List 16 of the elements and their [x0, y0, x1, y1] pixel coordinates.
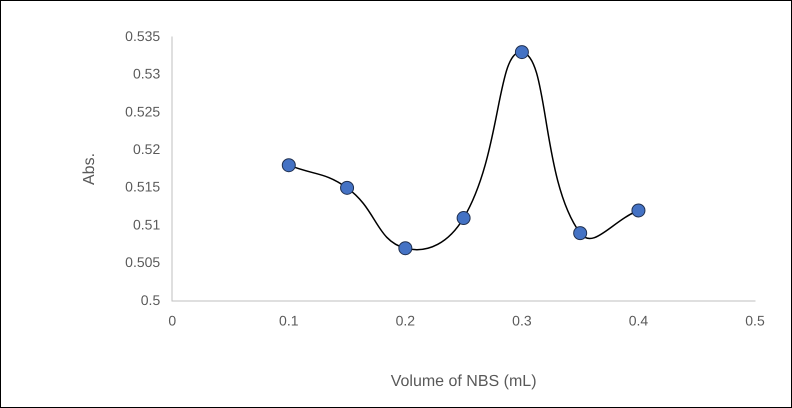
x-tick-label: 0.2: [396, 312, 416, 328]
y-tick-label: 0.535: [125, 28, 160, 44]
x-tick-label: 0.5: [745, 312, 765, 328]
y-tick-label: 0.52: [132, 141, 160, 157]
y-tick-label: 0.525: [125, 103, 160, 120]
x-tick-label: 0: [168, 312, 176, 328]
y-tick-label: 0.53: [132, 66, 160, 82]
x-tick-label: 0.1: [279, 312, 299, 328]
y-tick-label: 0.51: [132, 216, 160, 232]
x-tick-label: 0.4: [628, 312, 648, 328]
x-axis-title: Volume of NBS (mL): [390, 372, 537, 390]
y-axis-title: Abs.: [81, 152, 98, 186]
y-tick-label: 0.5: [140, 292, 160, 308]
x-tick-label: 0.3: [512, 312, 532, 328]
y-tick-label: 0.505: [125, 254, 160, 270]
y-tick-label: 0.515: [125, 178, 160, 195]
